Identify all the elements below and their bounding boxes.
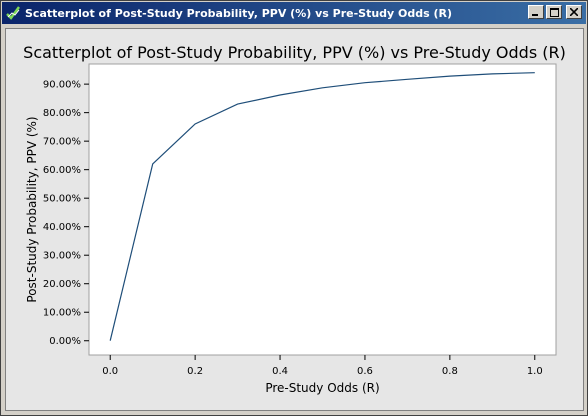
close-button[interactable]	[566, 5, 582, 19]
graph-area: Scatterplot of Post-Study Probability, P…	[5, 28, 584, 411]
y-tick-label: 50.00%	[43, 194, 81, 205]
x-tick-label: 0.2	[187, 366, 203, 377]
maximize-button[interactable]	[546, 5, 562, 19]
y-tick-label: 90.00%	[43, 80, 81, 91]
y-tick-label: 60.00%	[43, 165, 81, 176]
y-tick-label: 10.00%	[43, 308, 81, 319]
y-tick-label: 40.00%	[43, 222, 81, 233]
x-tick-label: 1.0	[527, 366, 543, 377]
minimize-icon	[532, 14, 538, 16]
x-tick-label: 0.8	[442, 366, 458, 377]
x-tick-label: 0.4	[272, 366, 288, 377]
title-bar[interactable]: Scatterplot of Post-Study Probability, P…	[2, 2, 586, 24]
x-axis-label: Pre-Study Odds (R)	[265, 381, 379, 395]
x-tick-label: 0.6	[357, 366, 373, 377]
y-tick-label: 0.00%	[49, 336, 81, 347]
y-tick-label: 80.00%	[43, 108, 81, 119]
maximize-icon	[549, 7, 559, 17]
x-tick-label: 0.0	[102, 366, 118, 377]
scatterplot-chart: 0.0 0.2 0.4 0.6 0.8 1.0 0.00% 10.00% 20.00% 30.00…	[25, 63, 557, 395]
y-axis-label: Post-Study Probability, PPV (%)	[25, 116, 39, 302]
y-tick-label: 30.00%	[43, 251, 81, 262]
close-icon	[570, 8, 578, 16]
graph-check-icon	[5, 5, 21, 21]
series-line	[109, 72, 535, 341]
y-tick-label: 20.00%	[43, 279, 81, 290]
y-tick-label: 70.00%	[43, 137, 81, 148]
minimize-button[interactable]	[528, 5, 544, 19]
chart-title: Scatterplot of Post-Study Probability, P…	[23, 43, 566, 62]
window-title: Scatterplot of Post-Study Probability, P…	[25, 6, 453, 20]
plot-area	[88, 63, 557, 356]
